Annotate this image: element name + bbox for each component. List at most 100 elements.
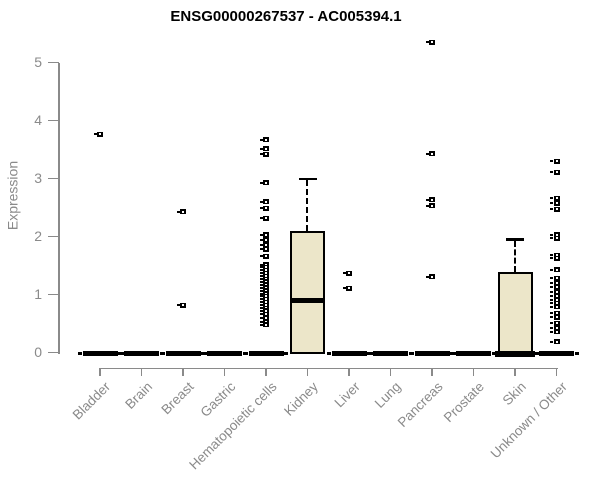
- outlier-point: [550, 235, 560, 241]
- outlier-point: [259, 180, 269, 186]
- outlier-point: [259, 319, 269, 325]
- y-tick: [48, 351, 59, 354]
- outlier-point: [259, 315, 269, 321]
- x-tick-label-unknown-other: Unknown / Other: [487, 379, 571, 462]
- outlier-point: [550, 320, 560, 326]
- y-axis-line: [58, 62, 60, 355]
- x-tick-label-lung: Lung: [372, 379, 405, 411]
- median-line: [290, 298, 325, 303]
- outlier-point: [259, 146, 269, 152]
- y-tick-label: 2: [34, 228, 42, 245]
- outlier-point: [259, 311, 269, 317]
- y-tick: [48, 293, 59, 296]
- y-tick: [48, 177, 59, 180]
- outlier-point: [259, 285, 269, 291]
- x-tick: [555, 367, 558, 376]
- outlier-point: [259, 205, 269, 211]
- x-tick: [306, 367, 309, 376]
- x-tick-label-breast: Breast: [158, 379, 197, 418]
- outlier-point: [550, 325, 560, 331]
- x-tick-label-kidney: Kidney: [281, 379, 322, 419]
- whisker: [513, 241, 516, 272]
- outlier-point: [259, 279, 269, 285]
- outlier-point: [259, 232, 269, 238]
- x-tick: [431, 367, 433, 376]
- x-tick-label-gastric: Gastric: [197, 379, 239, 420]
- zero-box-lung: [368, 350, 413, 357]
- outlier-point: [550, 255, 560, 261]
- y-tick: [48, 119, 59, 122]
- outlier-point: [259, 305, 269, 311]
- median-line: [495, 350, 535, 357]
- outlier-point: [425, 274, 435, 280]
- x-tick: [140, 367, 143, 376]
- x-tick: [265, 367, 267, 376]
- outlier-point: [259, 270, 269, 276]
- zero-box-gastric: [202, 350, 247, 357]
- y-tick: [48, 61, 59, 64]
- zero-box-bladder: [78, 350, 122, 357]
- x-tick-label-bladder: Bladder: [70, 379, 114, 423]
- x-tick-label-prostate: Prostate: [440, 379, 488, 426]
- zero-box-pancreas: [410, 350, 454, 357]
- zero-box-unknown-other: [534, 350, 579, 357]
- x-tick: [472, 367, 475, 376]
- y-tick-label: 4: [34, 112, 42, 129]
- outlier-point: [550, 267, 560, 273]
- outlier-point: [259, 273, 269, 279]
- outlier-point: [259, 293, 269, 299]
- outlier-point: [425, 151, 435, 157]
- outlier-point: [176, 302, 186, 308]
- x-tick: [182, 367, 184, 376]
- outlier-point: [259, 291, 269, 297]
- outlier-point: [550, 195, 560, 201]
- outlier-point: [259, 262, 269, 268]
- outlier-point: [342, 285, 352, 291]
- y-tick-label: 0: [34, 344, 42, 361]
- x-tick-label-liver: Liver: [331, 379, 363, 411]
- outlier-point: [425, 39, 435, 45]
- whisker: [306, 180, 309, 231]
- x-axis-line: [99, 367, 558, 370]
- outlier-point: [550, 300, 560, 306]
- outlier-point: [93, 131, 103, 137]
- zero-box-brain: [119, 350, 164, 357]
- x-tick-label-pancreas: Pancreas: [394, 379, 446, 430]
- x-tick: [99, 367, 101, 376]
- zero-box-prostate: [451, 350, 496, 357]
- outlier-point: [550, 206, 560, 212]
- outlier-point: [259, 296, 269, 302]
- outlier-point: [425, 197, 435, 203]
- outlier-point: [259, 302, 269, 308]
- y-tick-label: 3: [34, 170, 42, 187]
- whisker-cap: [298, 177, 317, 180]
- chart-title: ENSG00000267537 - AC005394.1: [170, 8, 402, 25]
- box-kidney: [290, 230, 325, 354]
- outlier-point: [259, 215, 269, 221]
- outlier-point: [259, 246, 269, 252]
- outlier-point: [259, 267, 269, 273]
- outlier-point: [259, 264, 269, 270]
- x-tick-label-brain: Brain: [122, 379, 156, 412]
- whisker-cap: [506, 238, 524, 241]
- outlier-point: [259, 288, 269, 294]
- outlier-point: [342, 270, 352, 276]
- zero-box-hematopoietic-cells: [244, 350, 288, 357]
- outlier-point: [550, 169, 560, 175]
- outlier-point: [259, 276, 269, 282]
- outlier-point: [550, 329, 560, 335]
- outlier-point: [550, 339, 560, 345]
- box-skin: [497, 272, 533, 354]
- outlier-point: [550, 297, 560, 303]
- outlier-point: [425, 203, 435, 209]
- outlier-point: [176, 209, 186, 215]
- y-tick: [48, 235, 59, 238]
- outlier-point: [550, 232, 560, 238]
- outlier-point: [259, 299, 269, 305]
- outlier-point: [259, 253, 269, 259]
- outlier-point: [259, 308, 269, 314]
- x-tick-label-skin: Skin: [499, 379, 529, 409]
- y-tick-label: 1: [34, 286, 42, 303]
